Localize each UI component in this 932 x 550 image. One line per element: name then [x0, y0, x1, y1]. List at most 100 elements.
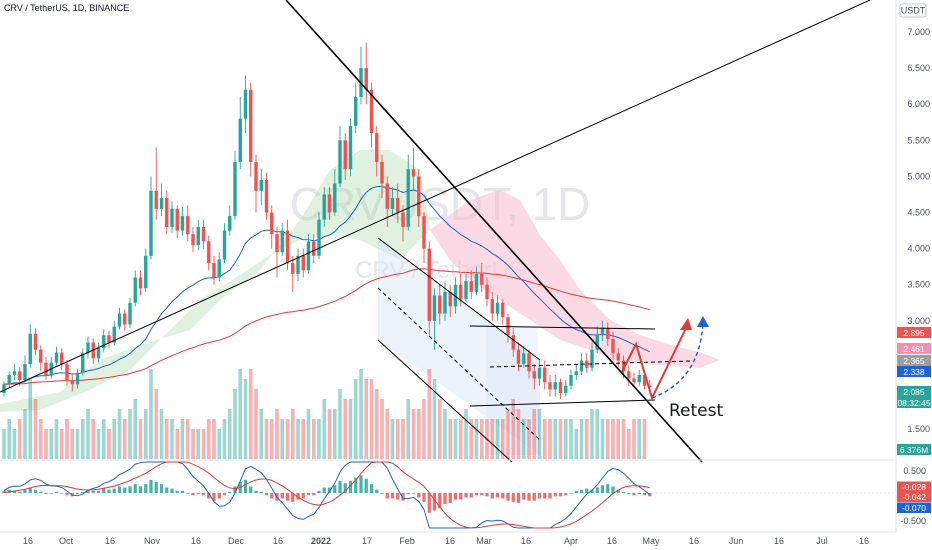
- candle-body: [117, 313, 122, 327]
- macd-bar: [459, 493, 463, 500]
- macd-bar: [138, 486, 143, 493]
- time-tick-8: 17: [362, 536, 372, 546]
- macd-bar: [60, 493, 64, 494]
- candle-body: [511, 335, 515, 350]
- candle-body: [23, 364, 27, 381]
- macd-bar: [590, 489, 594, 493]
- candle-body: [238, 118, 242, 162]
- volume-bar: [511, 399, 516, 459]
- volume-bar: [23, 409, 27, 459]
- macd-bar: [291, 493, 295, 502]
- candle-body: [2, 384, 6, 393]
- macd-bar: [207, 493, 211, 499]
- time-tick-12: 16: [521, 536, 531, 546]
- macd-bar: [453, 493, 458, 500]
- candle-body: [616, 353, 620, 361]
- time-tick-16: 16: [689, 536, 699, 546]
- price-tag-bg-3: [897, 366, 931, 377]
- price-tick-4: 5.000: [907, 171, 930, 181]
- candle-body: [611, 338, 615, 354]
- time-axis[interactable]: [0, 532, 932, 550]
- volume-bar: [154, 389, 159, 459]
- volume-bar: [117, 409, 122, 459]
- macd-bar: [212, 493, 216, 501]
- macd-bar: [527, 493, 531, 501]
- osc-tag-2: -0.070: [902, 503, 926, 513]
- macd-bar: [44, 493, 48, 495]
- volume-bar: [437, 399, 442, 459]
- currency-badge-box[interactable]: [899, 3, 927, 18]
- time-tick-11: Mar: [476, 536, 492, 546]
- candle-body: [233, 161, 237, 217]
- macd-bar: [233, 486, 237, 493]
- price-tag-bg-2: [897, 355, 931, 366]
- candle-body: [469, 281, 473, 292]
- volume-bar: [616, 419, 621, 459]
- macd-bar: [306, 493, 311, 496]
- osc-tag-bg-1: [897, 491, 931, 502]
- macd-bar: [33, 489, 38, 493]
- macd-bar: [65, 493, 69, 496]
- volume-bar: [374, 389, 379, 459]
- ichimoku-cloud-green: [0, 150, 430, 412]
- macd-bar: [532, 493, 536, 501]
- macd-bar: [364, 478, 368, 493]
- candle-body: [532, 371, 536, 379]
- volume-bar: [149, 369, 153, 459]
- volume-bar: [17, 419, 22, 459]
- macd-bar: [390, 493, 395, 499]
- macd-bar: [579, 489, 584, 493]
- macd-bar: [585, 488, 589, 493]
- candle-body: [569, 374, 573, 386]
- price-tick-9: 1.500: [907, 424, 930, 434]
- volume-bar: [548, 419, 552, 459]
- price-tag-0: 2.895: [903, 328, 925, 338]
- volume-bar: [301, 419, 306, 459]
- volume-bar: [642, 419, 647, 459]
- time-tick-19: Jul: [816, 536, 828, 546]
- price-tick-7: 3.500: [907, 280, 930, 290]
- candle-body: [380, 161, 384, 184]
- osc-tick-1: -0.500: [900, 516, 926, 526]
- macd-bar: [401, 493, 405, 501]
- range-bottom-line: [469, 399, 656, 407]
- projection-arrow-red: [621, 323, 689, 401]
- macd-bar: [553, 493, 557, 497]
- volume-bar: [338, 389, 342, 459]
- volume-bar: [453, 419, 458, 459]
- candle-body: [33, 333, 38, 350]
- candle-body: [390, 198, 395, 209]
- candle-body: [537, 367, 542, 379]
- candle-body: [222, 230, 227, 260]
- volume-bar: [112, 419, 117, 459]
- volume-bar: [2, 429, 6, 459]
- macd-bar: [186, 493, 190, 494]
- macd-bar: [133, 484, 137, 493]
- macd-bar: [427, 493, 431, 513]
- candle-body: [18, 371, 22, 381]
- volume-bar: [600, 419, 605, 459]
- volume-bar: [490, 419, 495, 459]
- price-tag-bg-5: [897, 397, 931, 408]
- candle-body: [411, 169, 416, 177]
- volume-bar: [80, 419, 85, 459]
- volume-bar: [569, 419, 573, 459]
- candle-body: [459, 284, 463, 300]
- volume-bar: [138, 419, 143, 459]
- macd-bar: [296, 493, 300, 500]
- price-tick-2: 6.000: [907, 99, 930, 109]
- price-axis-labels: 7.000 6.500 6.000 5.500 5.000 4.500 4.000 3.500…: [907, 27, 930, 434]
- volume-bar: [390, 419, 395, 459]
- macd-bar: [422, 493, 426, 502]
- price-axis[interactable]: [896, 0, 932, 532]
- volume-bar: [422, 399, 426, 459]
- volume-bar: [38, 419, 43, 459]
- macd-bar: [501, 493, 505, 499]
- candle-body: [264, 180, 269, 213]
- volume-bar: [143, 409, 148, 459]
- symbol-title[interactable]: CRV / TetherUS, 1D, BINANCE: [4, 3, 129, 13]
- volume-bar: [495, 419, 500, 459]
- time-tick-7: 2022: [311, 536, 331, 546]
